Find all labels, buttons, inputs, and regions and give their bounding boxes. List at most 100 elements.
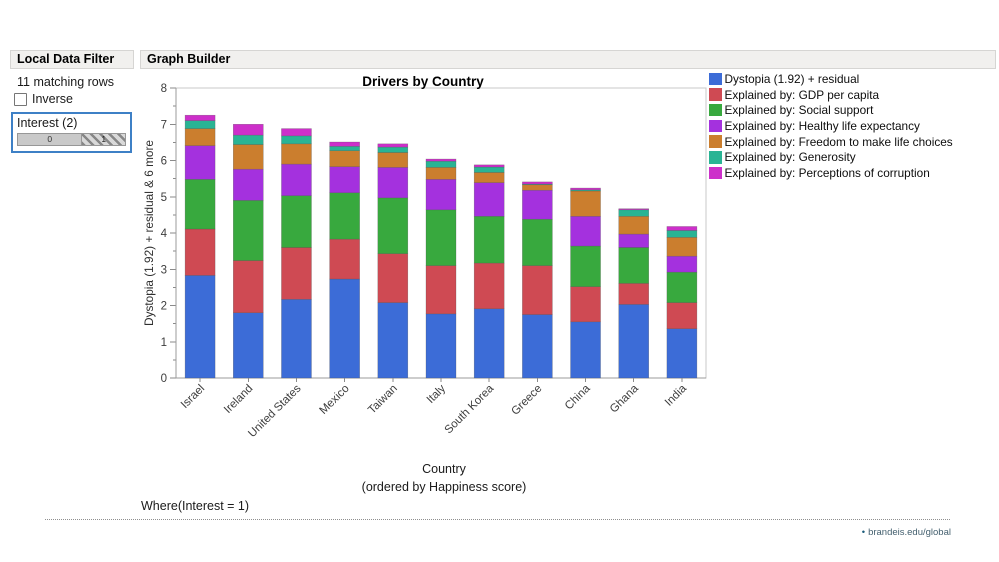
bar-segment-China[interactable] bbox=[570, 190, 601, 217]
bar-segment-Italy[interactable] bbox=[425, 179, 457, 211]
bar-segment-Israel[interactable] bbox=[184, 275, 216, 379]
bar-segment-India[interactable] bbox=[666, 271, 698, 303]
bar-segment-Ireland[interactable] bbox=[233, 144, 264, 170]
bar-segment-United States[interactable] bbox=[281, 143, 312, 165]
bar-segment-Greece[interactable] bbox=[522, 181, 553, 185]
filter-segment-1[interactable]: 1 bbox=[82, 133, 126, 146]
legend-item-4[interactable]: Explained by: Freedom to make life choic… bbox=[709, 134, 953, 150]
bar-segment-Ireland[interactable] bbox=[233, 124, 264, 136]
inverse-checkbox[interactable] bbox=[14, 92, 27, 106]
bar-segment-Taiwan[interactable] bbox=[377, 253, 409, 303]
y-tick-label: 0 bbox=[161, 373, 167, 385]
local-data-filter-header[interactable]: Local Data Filter bbox=[10, 50, 134, 69]
bar-segment-Ghana[interactable] bbox=[618, 208, 649, 211]
x-tick-label: Italy bbox=[425, 382, 449, 406]
legend-item-0[interactable]: Dystopia (1.92) + residual bbox=[709, 71, 953, 87]
bar-segment-Taiwan[interactable] bbox=[377, 302, 409, 379]
legend-label: Explained by: Perceptions of corruption bbox=[724, 165, 930, 180]
bar-segment-South Korea[interactable] bbox=[473, 262, 505, 310]
bar-segment-Mexico[interactable] bbox=[329, 238, 360, 280]
bar-segment-Italy[interactable] bbox=[425, 209, 457, 266]
bar-segment-Ghana[interactable] bbox=[618, 283, 649, 305]
bar-segment-India[interactable] bbox=[666, 230, 698, 238]
legend-label: Explained by: Healthy life expectancy bbox=[724, 118, 920, 133]
bar-segment-United States[interactable] bbox=[281, 135, 312, 145]
bar-segment-China[interactable] bbox=[570, 216, 601, 247]
bar-segment-United States[interactable] bbox=[281, 163, 312, 196]
bar-segment-United States[interactable] bbox=[281, 195, 312, 248]
bar-segment-United States[interactable] bbox=[281, 299, 312, 379]
bar-segment-Taiwan[interactable] bbox=[377, 152, 409, 168]
bar-segment-Israel[interactable] bbox=[184, 228, 216, 276]
bullet-icon: • bbox=[861, 527, 866, 538]
bar-segment-South Korea[interactable] bbox=[473, 308, 505, 379]
bar-segment-India[interactable] bbox=[666, 302, 698, 329]
bar-segment-Greece[interactable] bbox=[522, 314, 553, 379]
bar-segment-Italy[interactable] bbox=[425, 313, 457, 379]
legend-label: Explained by: Generosity bbox=[724, 150, 856, 165]
legend-label: Explained by: Freedom to make life choic… bbox=[724, 134, 953, 149]
bar-segment-Israel[interactable] bbox=[184, 128, 216, 146]
bar-segment-Ireland[interactable] bbox=[233, 134, 264, 145]
legend-item-1[interactable]: Explained by: GDP per capita bbox=[709, 87, 953, 103]
bar-segment-Taiwan[interactable] bbox=[377, 146, 409, 153]
bar-segment-Taiwan[interactable] bbox=[377, 197, 409, 254]
bar-segment-Mexico[interactable] bbox=[329, 146, 360, 151]
bar-segment-Ghana[interactable] bbox=[618, 216, 649, 235]
bar-segment-South Korea[interactable] bbox=[473, 164, 505, 168]
bar-segment-Israel[interactable] bbox=[184, 145, 216, 180]
bar-segment-China[interactable] bbox=[570, 321, 601, 379]
legend-item-5[interactable]: Explained by: Generosity bbox=[709, 149, 953, 165]
bar-segment-Ghana[interactable] bbox=[618, 233, 649, 248]
bar-segment-Ghana[interactable] bbox=[618, 209, 649, 217]
bar-segment-India[interactable] bbox=[666, 237, 698, 257]
bar-segment-Ghana[interactable] bbox=[618, 304, 649, 379]
inverse-checkbox-label: Inverse bbox=[32, 92, 73, 106]
bar-segment-Greece[interactable] bbox=[522, 189, 553, 220]
bar-segment-China[interactable] bbox=[570, 187, 601, 191]
legend-label: Explained by: GDP per capita bbox=[724, 87, 880, 102]
bar-segment-South Korea[interactable] bbox=[473, 172, 505, 183]
bar-segment-United States[interactable] bbox=[281, 247, 312, 300]
bar-segment-Mexico[interactable] bbox=[329, 278, 360, 379]
bar-segment-Taiwan[interactable] bbox=[377, 143, 409, 148]
bar-segment-Greece[interactable] bbox=[522, 218, 553, 266]
bar-segment-Taiwan[interactable] bbox=[377, 167, 409, 199]
bar-segment-Mexico[interactable] bbox=[329, 150, 360, 167]
bar-segment-Ireland[interactable] bbox=[233, 200, 264, 261]
bar-segment-Italy[interactable] bbox=[425, 265, 457, 315]
bar-segment-Ireland[interactable] bbox=[233, 312, 264, 379]
bar-segment-Greece[interactable] bbox=[522, 184, 553, 191]
bar-segment-China[interactable] bbox=[570, 286, 601, 323]
bar-segment-India[interactable] bbox=[666, 328, 698, 379]
bar-segment-South Korea[interactable] bbox=[473, 216, 505, 264]
bar-segment-Israel[interactable] bbox=[184, 179, 216, 230]
legend-item-6[interactable]: Explained by: Perceptions of corruption bbox=[709, 165, 953, 181]
footer-link[interactable]: • brandeis.edu/global bbox=[862, 527, 951, 538]
bar-segment-Mexico[interactable] bbox=[329, 166, 360, 194]
bar-segment-India[interactable] bbox=[666, 255, 698, 273]
bar-segment-Mexico[interactable] bbox=[329, 192, 360, 240]
bar-segment-Italy[interactable] bbox=[425, 160, 457, 168]
bar-segment-China[interactable] bbox=[570, 245, 601, 287]
bar-segment-Ireland[interactable] bbox=[233, 260, 264, 314]
bar-segment-Israel[interactable] bbox=[184, 114, 216, 121]
graph-builder-header[interactable]: Graph Builder bbox=[140, 50, 996, 69]
bar-segment-United States[interactable] bbox=[281, 128, 312, 137]
x-tick-label: South Korea bbox=[443, 382, 497, 436]
bar-segment-India[interactable] bbox=[666, 226, 698, 231]
legend-item-2[interactable]: Explained by: Social support bbox=[709, 102, 953, 118]
bar-segment-South Korea[interactable] bbox=[473, 182, 505, 217]
bar-segment-South Korea[interactable] bbox=[473, 166, 505, 173]
bar-segment-Ireland[interactable] bbox=[233, 168, 264, 201]
bar-segment-Greece[interactable] bbox=[522, 265, 553, 315]
x-axis-subtitle: (ordered by Happiness score) bbox=[362, 480, 527, 494]
bar-segment-Ghana[interactable] bbox=[618, 247, 649, 284]
filter-segment-0[interactable]: 0 bbox=[17, 133, 83, 146]
bar-segment-Mexico[interactable] bbox=[329, 141, 360, 147]
bar-segment-Israel[interactable] bbox=[184, 120, 216, 129]
bar-segment-Italy[interactable] bbox=[425, 158, 457, 162]
legend-item-3[interactable]: Explained by: Healthy life expectancy bbox=[709, 118, 953, 134]
bar-segment-Italy[interactable] bbox=[425, 167, 457, 180]
